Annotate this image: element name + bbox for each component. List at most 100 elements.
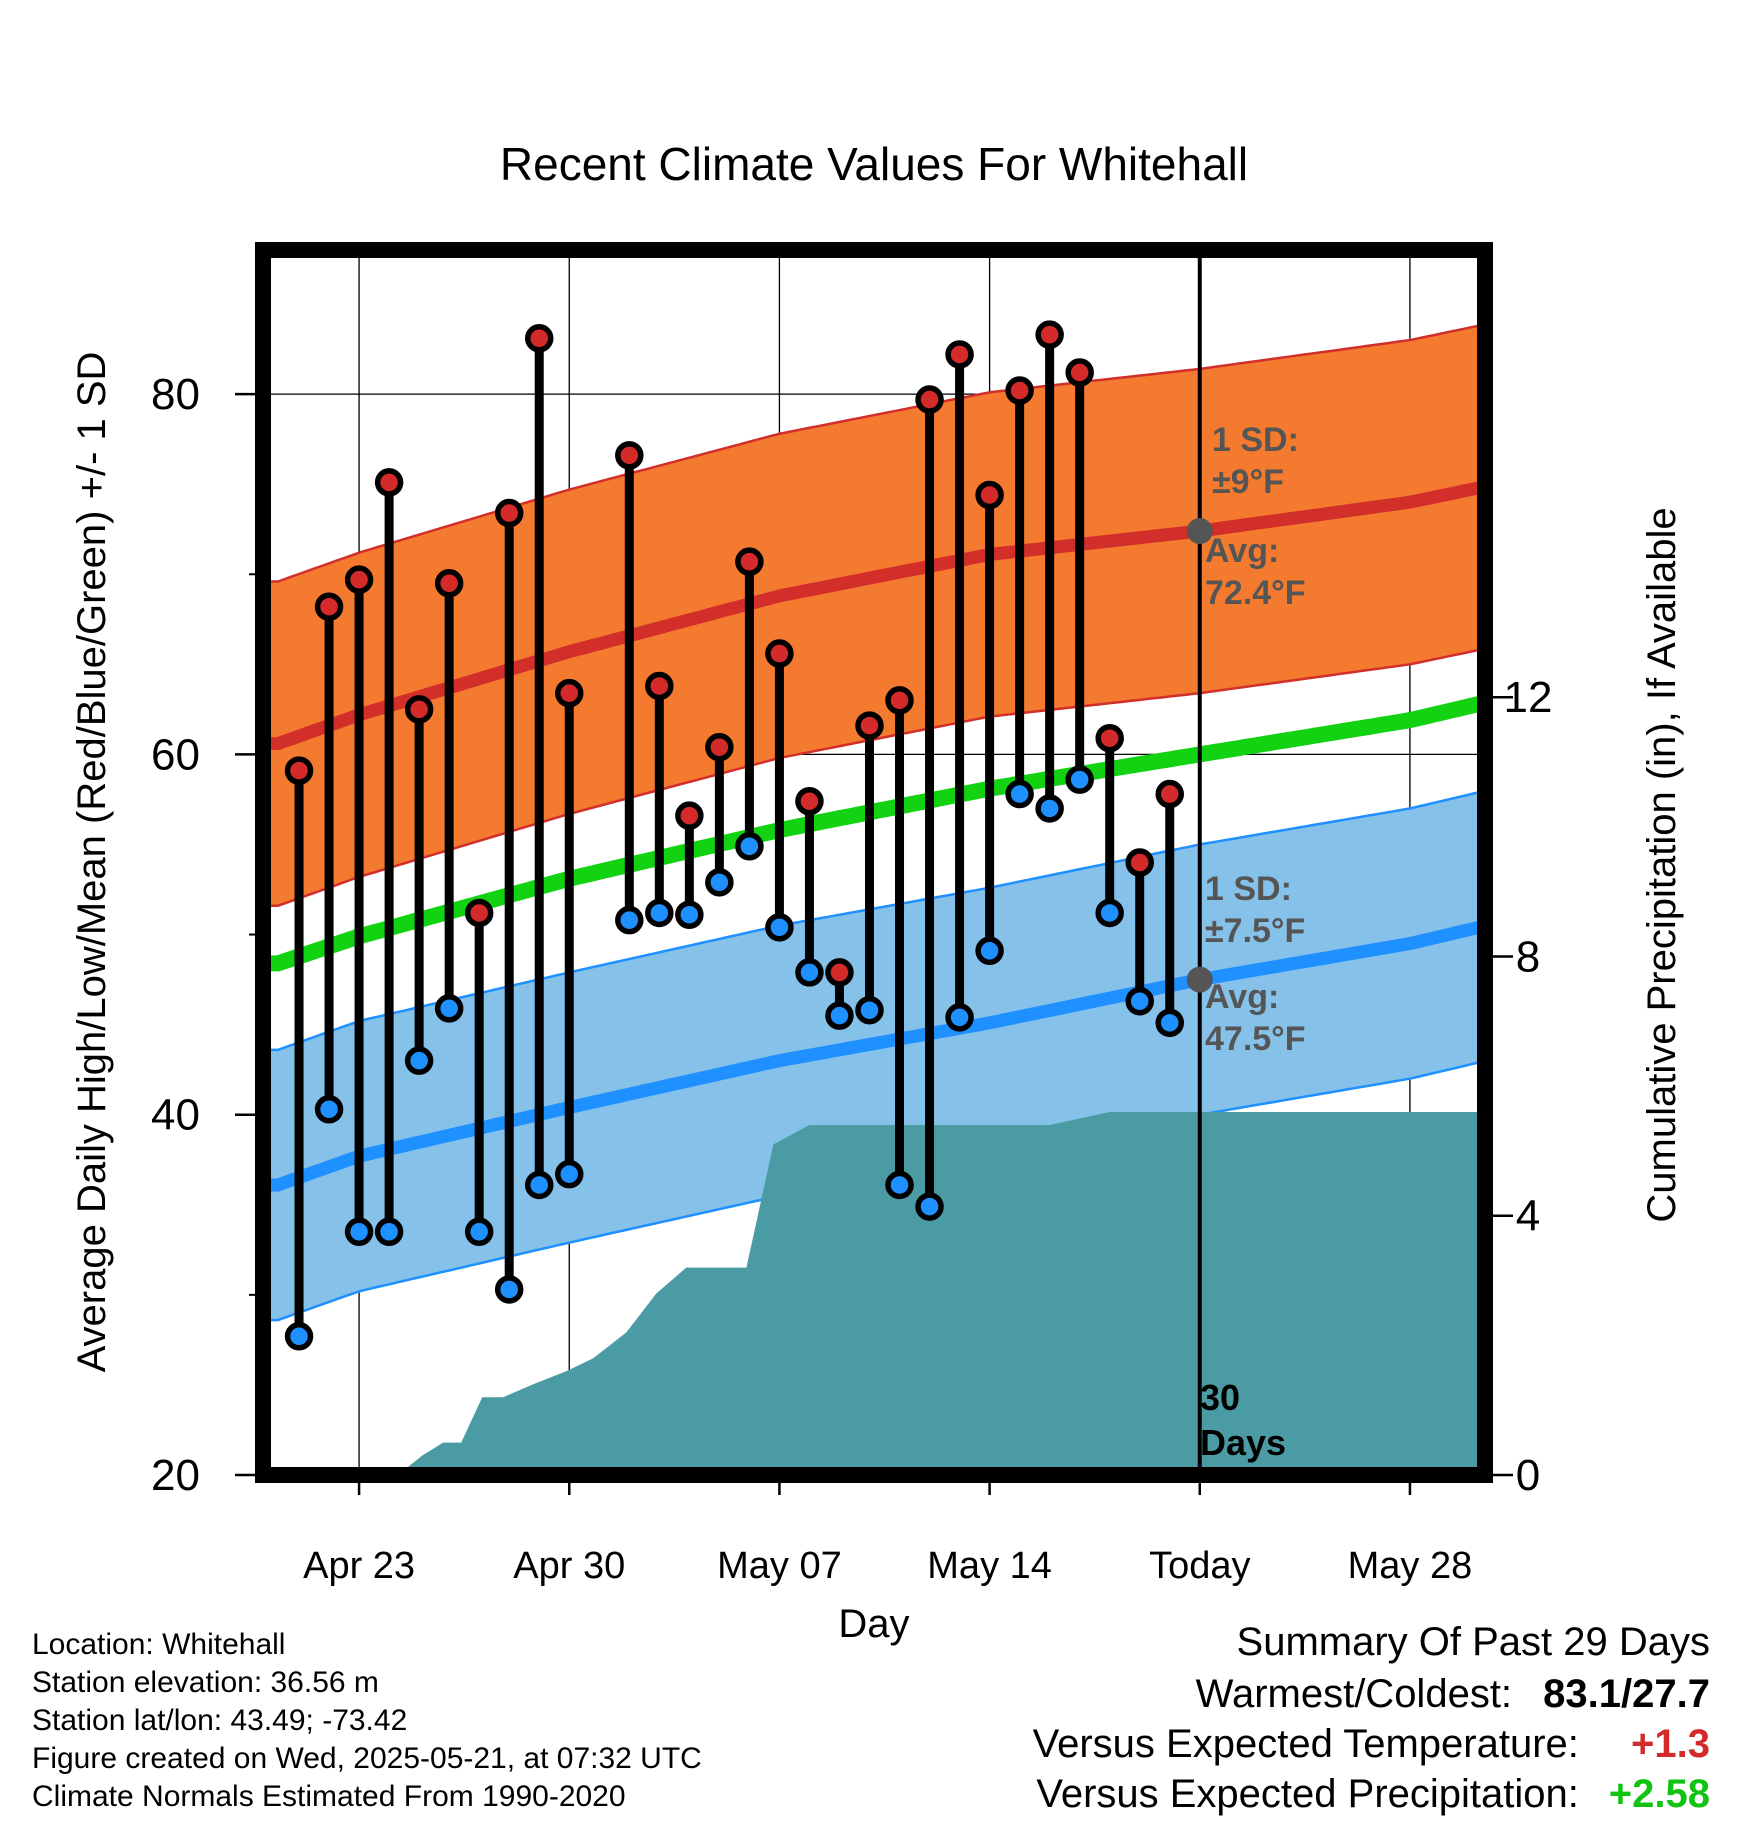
summary-precip: Versus Expected Precipitation: +2.58 [1036,1772,1710,1817]
x-tick-label: May 28 [1348,1545,1473,1587]
x-tick-label: Today [1149,1545,1250,1587]
high-avg-label: Avg: [1205,532,1279,570]
daily-high-point [885,686,914,715]
daily-low-point [284,1322,314,1351]
y-right-tick-label: 4 [1516,1192,1540,1241]
daily-high-point [1155,779,1184,809]
location-text: Location: Whitehall [32,1628,286,1661]
daily-high-point [645,671,674,701]
daily-low-point [494,1275,524,1304]
created-text: Figure created on Wed, 2025-05-21, at 07… [32,1742,702,1775]
daily-range-sticks [284,320,1184,1351]
daily-low-point [1095,898,1124,928]
daily-low-point [945,1003,974,1032]
daily-low-point [675,900,704,929]
high-avg-value: 72.4°F [1205,574,1306,612]
daily-high-point [404,695,434,724]
daily-low-point [464,1217,494,1247]
daily-high-point [855,711,884,740]
summary-warm-cold: Warmest/Coldest: 83.1/27.7 [1196,1672,1710,1717]
daily-low-point [825,1001,854,1030]
daily-low-point [314,1095,344,1124]
annotations: 1 SD: ±9°F Avg: 72.4°F 1 SD: ±7.5°F Avg: 47.5°F… [1186,421,1306,1463]
daily-low-point [705,868,734,897]
daily-high-point [1065,358,1094,387]
daily-low-point [975,936,1004,966]
daily-high-point [284,756,314,785]
daily-low-point [1125,986,1154,1016]
daily-low-point [735,832,764,861]
x-tick-label: May 14 [927,1545,1052,1587]
daily-high-point [915,385,944,414]
precipitation-area [278,1112,1479,1475]
daily-high-point [555,678,584,708]
today-avg-low-marker [1186,966,1213,993]
daily-low-point [374,1217,404,1247]
latlon-text: Station lat/lon: 43.49; -73.42 [32,1704,408,1737]
daily-high-point [524,324,554,353]
daily-high-point [1125,848,1154,877]
y-left-tick-label: 80 [151,370,200,419]
daily-high-point [434,569,464,598]
daily-high-point [735,547,764,576]
daily-high-point [314,592,344,621]
daily-low-point [524,1170,554,1200]
x-tick-label: Apr 30 [513,1545,625,1587]
daily-high-point [464,898,494,928]
daily-high-point [494,498,524,528]
today-days-label: 30 [1200,1377,1240,1418]
today-avg-high-marker [1186,518,1213,545]
average-low-line [263,921,1481,1192]
y-right-tick-label: 8 [1516,932,1540,981]
daily-high-point [1035,320,1064,349]
x-tick-label: May 07 [717,1545,842,1587]
y-right-tick-label: 12 [1504,673,1553,722]
average-high-line [263,481,1481,751]
high-band-upper-edge [263,324,1480,583]
daily-low-point [645,898,674,928]
y-left-tick-label: 60 [151,730,200,779]
x-tick-label: Apr 23 [303,1545,415,1587]
y-axis-right-label: Cumulative Precipitation (in), If Availa… [1640,507,1684,1222]
warm-cold-label: Warmest/Coldest: [1195,1672,1513,1716]
daily-high-point [765,639,794,668]
low-avg-label: Avg: [1205,978,1279,1016]
summary-temp: Versus Expected Temperature: +1.3 [1033,1722,1710,1767]
daily-low-point [855,995,884,1025]
normals-text: Climate Normals Estimated From 1990-2020 [32,1780,626,1813]
temp-value: +1.3 [1631,1722,1710,1766]
daily-high-point [1095,723,1124,753]
daily-low-point [404,1046,434,1075]
daily-low-point [1035,794,1064,823]
plot-frame [255,242,1493,1483]
high-sd-value: ±9°F [1212,463,1284,501]
daily-high-point [675,801,704,830]
low-sd-value: ±7.5°F [1205,912,1305,950]
x-axis-label: Day [838,1602,909,1646]
warm-cold-value: 83.1/27.7 [1543,1672,1710,1716]
daily-low-point [1155,1008,1184,1038]
daily-high-point [825,958,854,987]
daily-high-point [945,340,974,369]
daily-low-point [344,1217,374,1247]
daily-low-point [434,994,464,1023]
daily-high-point [615,441,644,470]
daily-low-point [765,913,794,942]
axes: 20 40 60 80 0 4 8 12 Apr 23 Apr 30 May 07 May 14 Tod… [151,242,1553,1587]
daily-low-point [555,1159,584,1189]
precip-label: Versus Expected Precipitation: [1036,1772,1579,1816]
daily-low-point [915,1192,944,1221]
daily-high-point [374,468,404,497]
daily-high-point [975,480,1004,510]
low-sd-label: 1 SD: [1205,870,1292,908]
today-days-unit: Days [1200,1422,1286,1463]
y-right-tick-label: 0 [1516,1451,1540,1500]
daily-low-point [795,958,824,987]
summary-title: Summary Of Past 29 Days [1236,1620,1710,1664]
daily-low-point [1065,765,1094,794]
y-axis-left-label: Average Daily High/Low/Mean (Red/Blue/Gr… [70,352,114,1373]
elevation-text: Station elevation: 36.56 m [32,1666,379,1699]
chart-title: Recent Climate Values For Whitehall [500,138,1248,190]
y-left-tick-label: 40 [151,1091,200,1140]
